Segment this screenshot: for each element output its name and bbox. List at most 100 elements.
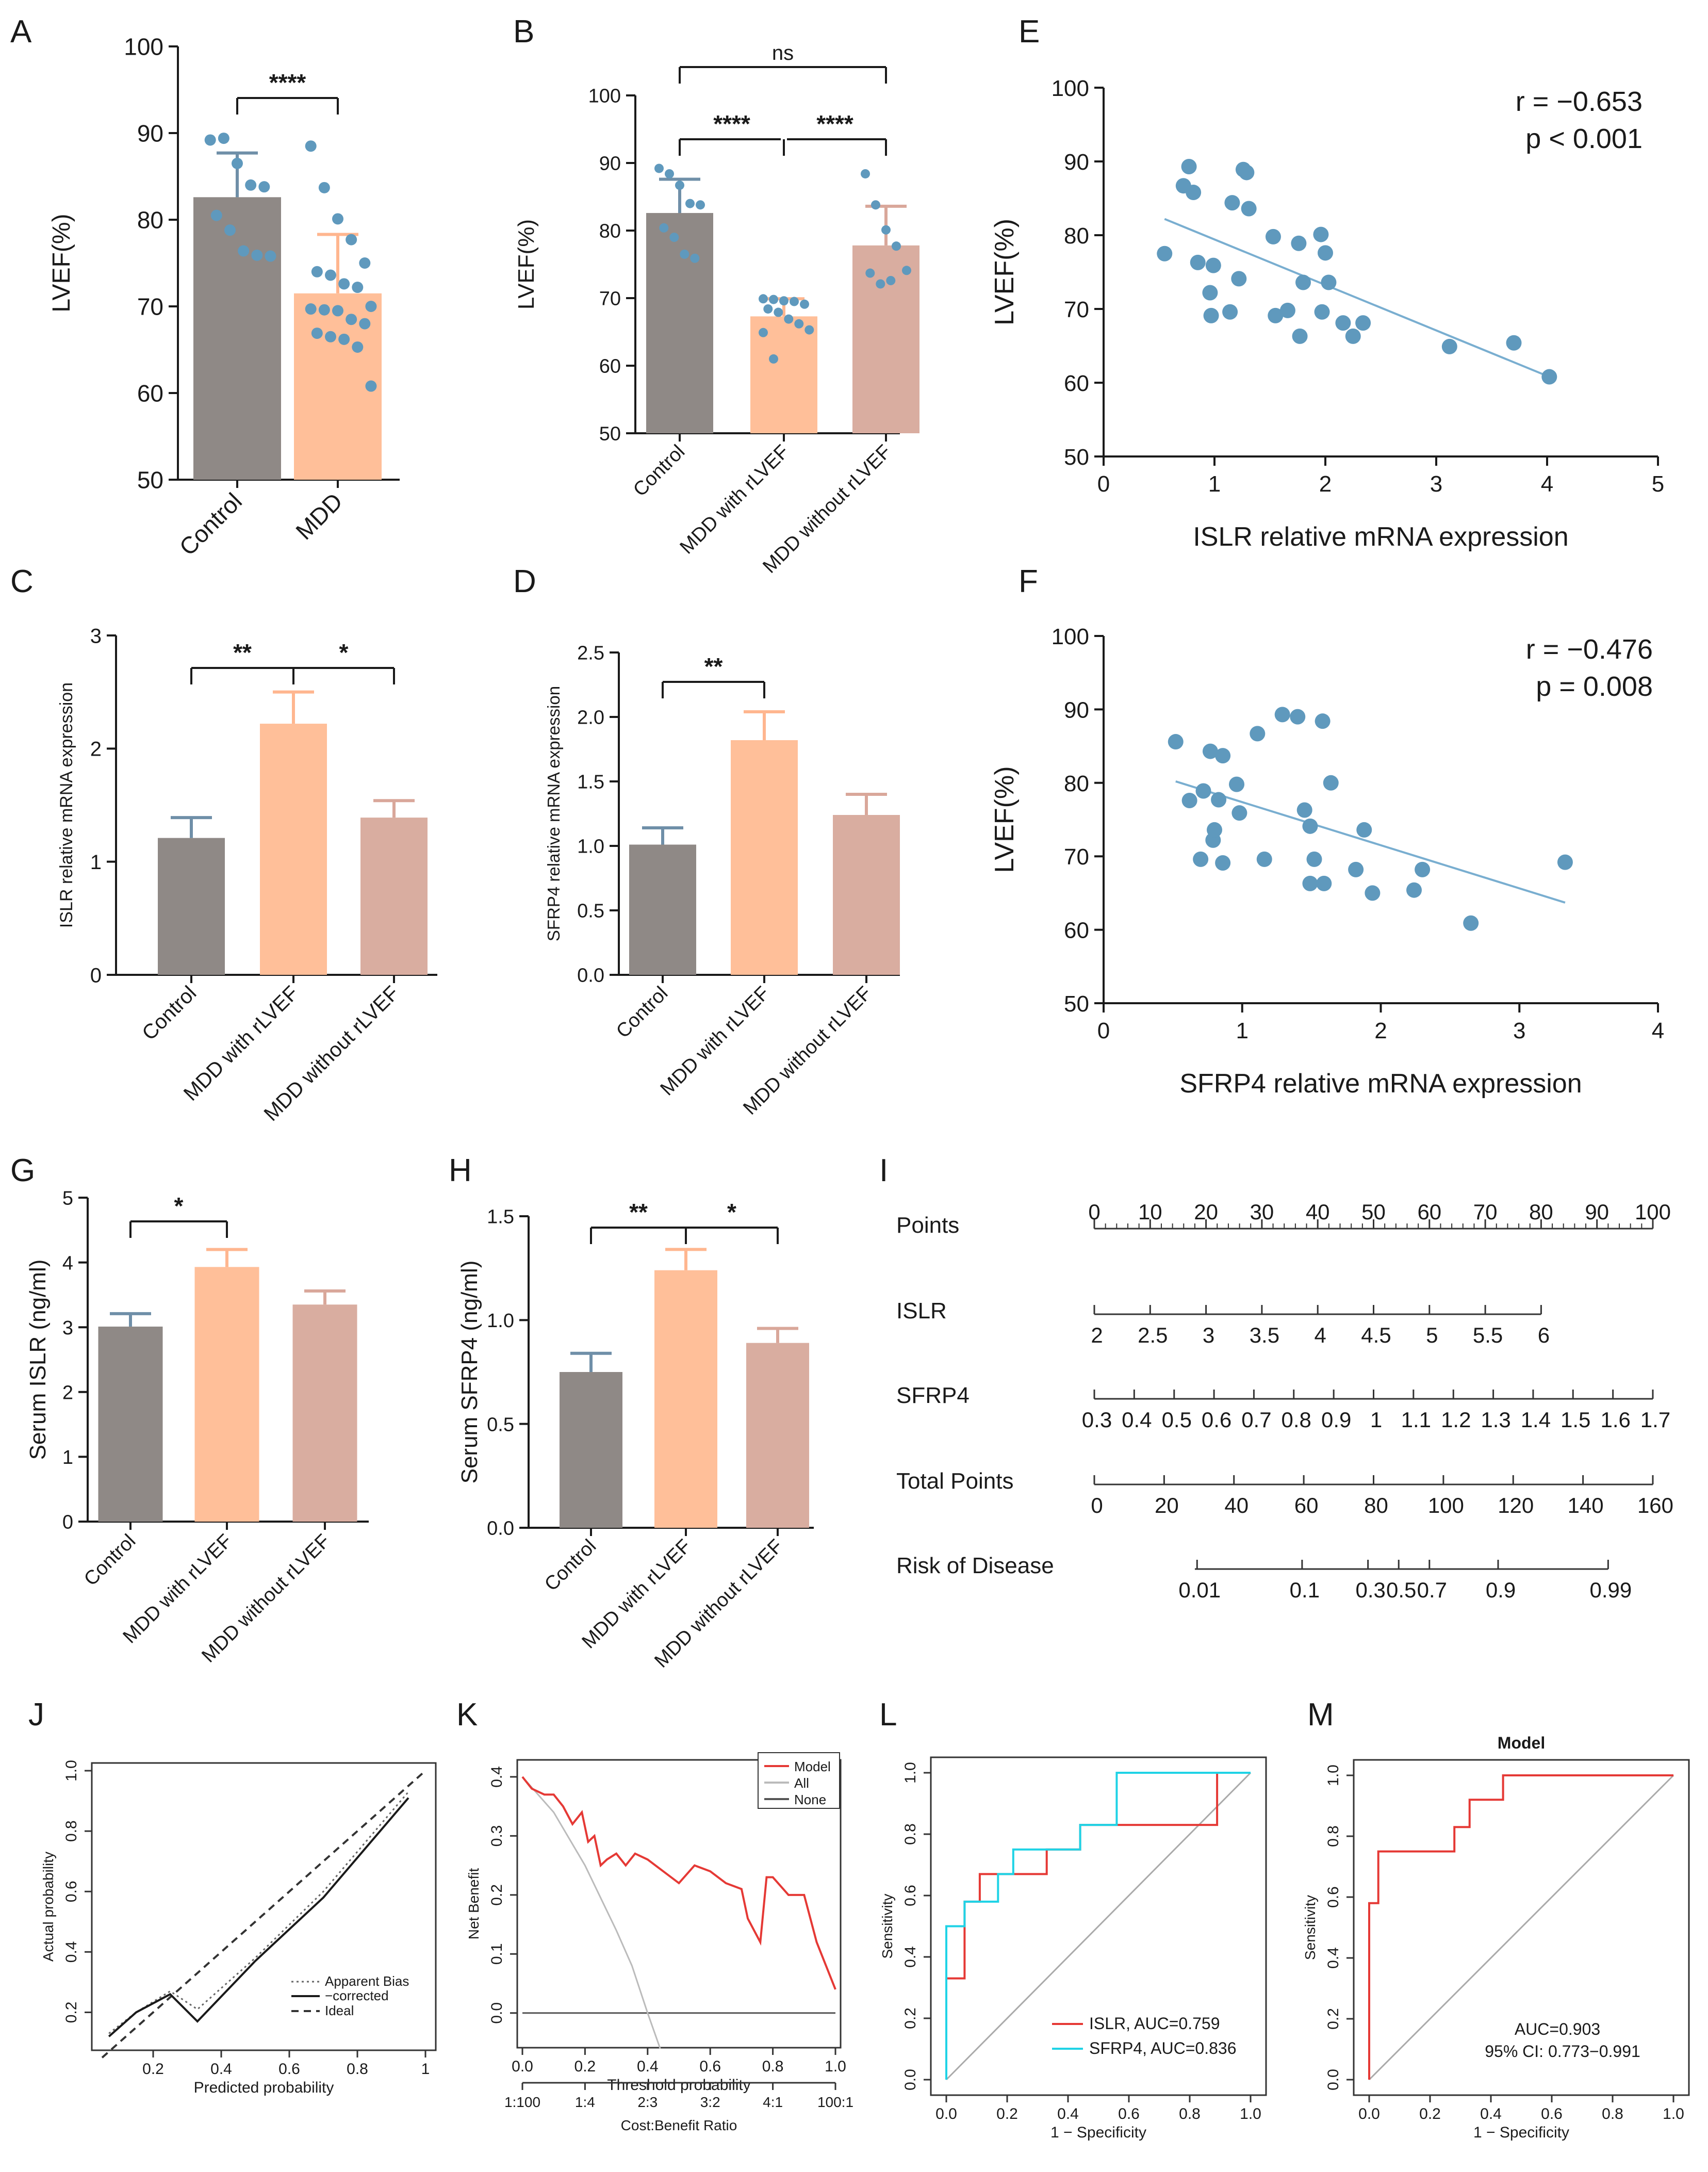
chart-m-y-label: Sensitivity [1302, 1895, 1318, 1960]
chart-f-data-point [1316, 875, 1332, 891]
chart-a-y-tick-label: 100 [124, 34, 163, 60]
nomogram-total-points-tick-label: 60 [1294, 1493, 1319, 1517]
chart-a-data-point [311, 328, 323, 339]
nomogram-risk-of-disease-tick-label: 0.1 [1290, 1578, 1320, 1602]
chart-f-y-tick-label: 50 [1064, 991, 1089, 1017]
chart-e-y-tick-label: 90 [1064, 150, 1089, 175]
chart-c-bar [158, 838, 225, 975]
nomogram-islr-tick-label: 5 [1426, 1323, 1438, 1347]
chart-e-data-point [1265, 228, 1281, 244]
chart-c-bar [260, 724, 327, 975]
nomogram-sfrp4-tick-label: 0.9 [1321, 1408, 1351, 1432]
chart-a-data-point [338, 278, 350, 290]
chart-f-data-point [1207, 822, 1222, 838]
chart-m-x-tick-label: 0.6 [1541, 2105, 1563, 2122]
chart-m-x-tick-label: 0.2 [1419, 2105, 1441, 2122]
chart-l-x-tick-label: 0.2 [996, 2105, 1018, 2122]
chart-k-x-tick-label: 0.2 [574, 2058, 596, 2075]
chart-g-y-tick-label: 1 [62, 1447, 73, 1468]
nomogram-sfrp4-label: SFRP4 [896, 1383, 970, 1408]
nomogram-points-tick-label: 10 [1138, 1200, 1162, 1224]
chart-f-data-point [1181, 792, 1197, 808]
chart-d-sig-label: ** [704, 653, 723, 680]
panel-label-d: D [513, 564, 536, 599]
chart-b-data-point [902, 266, 911, 275]
chart-b-y-tick-label: 80 [599, 221, 621, 242]
chart-a-data-point [365, 380, 377, 392]
chart-f-annotation-p: p = 0.008 [1536, 671, 1653, 702]
chart-h-y-tick-label: 0.0 [487, 1518, 514, 1540]
chart-e-y-tick-label: 80 [1064, 223, 1089, 249]
nomogram-islr-label: ISLR [896, 1298, 947, 1324]
nomogram-points-tick-label: 70 [1473, 1200, 1498, 1224]
panel-label-c: C [10, 564, 34, 599]
chart-l-y-tick-label: 0.2 [902, 2007, 919, 2029]
chart-d-y-tick-label: 1.0 [577, 836, 604, 858]
chart-e-data-point [1318, 245, 1333, 261]
chart-f-data-point [1415, 861, 1431, 877]
chart-b-data-point [865, 268, 875, 278]
chart-e-data-point [1222, 304, 1238, 320]
nomogram-total-points-tick-label: 140 [1568, 1493, 1604, 1517]
chart-d-y-label: SFRP4 relative mRNA expression [544, 686, 563, 941]
chart-m-x-tick-label: 1.0 [1663, 2105, 1684, 2122]
chart-l-x-tick-label: 0.4 [1057, 2105, 1079, 2122]
chart-a-data-point [251, 249, 263, 261]
chart-a-y-tick-label: 90 [137, 120, 163, 147]
panel-label-b: B [513, 14, 534, 50]
chart-e-data-point [1295, 274, 1311, 290]
chart-l-sfrp4-roc-line [945, 1772, 1251, 2080]
nomogram-islr-tick-label: 2.5 [1138, 1323, 1168, 1347]
chart-e-x-tick-label: 0 [1097, 471, 1110, 497]
chart-m-title: Model [1498, 1734, 1545, 1752]
chart-f-data-point [1202, 743, 1218, 759]
nomogram-sfrp4-tick-label: 1.3 [1481, 1408, 1510, 1432]
chart-f-x-tick-label: 0 [1097, 1018, 1110, 1043]
chart-k-x2-tick-label: 4:1 [763, 2094, 783, 2110]
chart-a-data-point [224, 224, 236, 236]
chart-b-data-point [675, 181, 684, 190]
chart-d-x-tick-label: MDD with rLVEF [656, 983, 774, 1100]
chart-a-data-point [204, 134, 216, 146]
chart-a-y-tick-label: 60 [137, 380, 163, 407]
chart-a-x-tick-label: Control [174, 487, 247, 561]
chart-e-y-tick-label: 70 [1064, 297, 1089, 322]
chart-e-x-tick-label: 3 [1430, 471, 1442, 497]
chart-b-data-point [669, 233, 679, 242]
chart-a-y-tick-label: 70 [137, 293, 163, 320]
chart-e-data-point [1157, 246, 1173, 262]
chart-f-y-label: LVEF(%) [990, 766, 1020, 873]
chart-b-data-point [794, 319, 804, 329]
nomogram-total-points-tick-label: 160 [1637, 1493, 1673, 1517]
chart-e-data-point [1181, 159, 1197, 175]
nomogram-islr-tick-label: 4 [1315, 1323, 1326, 1347]
chart-f-data-point [1323, 775, 1339, 791]
chart-f-data-point [1302, 818, 1318, 834]
chart-d-y-tick-label: 0.0 [577, 965, 604, 987]
chart-j-x-tick-label: 0.8 [347, 2061, 368, 2078]
chart-g-y-tick-label: 0 [62, 1512, 73, 1533]
chart-b-data-point [892, 241, 901, 251]
chart-l-reference-line [945, 1772, 1252, 2081]
nomogram-points-tick-label: 40 [1306, 1200, 1330, 1224]
chart-a-data-point [352, 341, 364, 353]
nomogram-islr-tick-label: 6 [1538, 1323, 1550, 1347]
chart-c-sig-label: ** [233, 639, 252, 666]
chart-a-data-point [318, 182, 330, 193]
chart-e-data-point [1441, 338, 1457, 354]
chart-j-y-tick-label: 1.0 [63, 1760, 80, 1782]
chart-a-data-point [338, 333, 350, 345]
chart-c-y-label: ISLR relative mRNA expression [57, 682, 76, 928]
chart-b-data-point [784, 314, 794, 324]
nomogram-sfrp4-tick-label: 0.5 [1162, 1408, 1192, 1432]
chart-h-y-tick-label: 1.5 [487, 1206, 514, 1228]
chart-k-x-tick-label: 0.8 [762, 2058, 784, 2075]
nomogram-risk-of-disease-tick-label: 0.01 [1178, 1578, 1221, 1602]
nomogram-islr-tick-label: 3 [1203, 1323, 1214, 1347]
nomogram-sfrp4-tick-label: 1 [1370, 1408, 1382, 1432]
chart-e-y-tick-label: 100 [1052, 76, 1089, 101]
nomogram-islr-tick-label: 4.5 [1361, 1323, 1391, 1347]
chart-f-data-point [1306, 851, 1322, 867]
nomogram-points-tick-label: 60 [1417, 1200, 1441, 1224]
chart-m-reference-line [1368, 1774, 1674, 2081]
